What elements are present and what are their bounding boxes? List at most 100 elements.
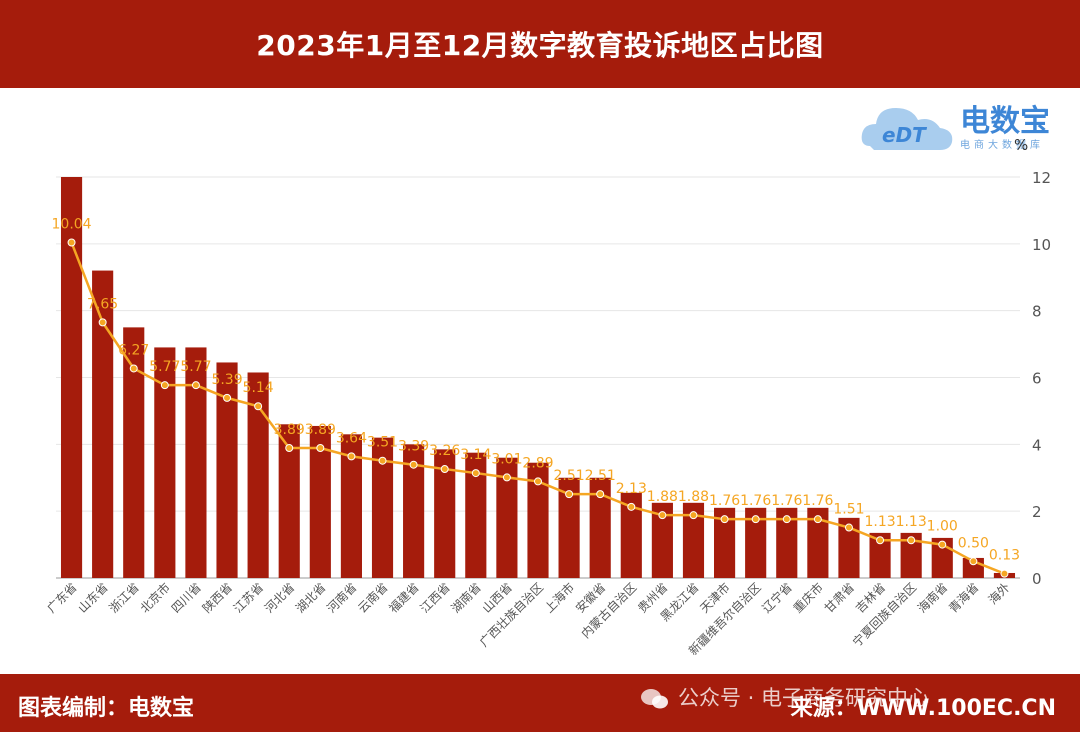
x-tick-label: 福建省 [386,580,422,616]
data-label: 1.76 [709,493,740,509]
x-tick-label: 上海市 [541,580,577,616]
line-point [440,465,449,474]
bar [403,444,425,578]
data-label: 3.51 [367,435,398,451]
data-label: 5.39 [211,372,242,388]
data-label: 3.01 [491,451,522,467]
data-label: 1.76 [771,493,802,509]
watermark: 公众号 · 电子商务研究中心 [640,682,929,712]
line-point [658,511,667,520]
footer-banner: 图表编制：电数宝 公众号 · 电子商务研究中心 来源：WWW.100EC.CN [0,674,1080,732]
data-label: 3.89 [305,422,336,438]
line-point [285,444,294,453]
x-tick-label: 湖北省 [292,580,328,616]
line-point [129,364,138,373]
logo-subtitle: 电商大数据库 [960,140,1044,151]
bar [558,477,580,578]
bar [869,532,891,578]
line-point [67,238,76,247]
line-point [1000,569,1009,578]
bar [682,502,705,578]
bar [807,507,829,578]
logo-icon-text: eDT [882,123,927,147]
x-tick-label: 河北省 [262,580,297,615]
x-tick-label: 云南省 [355,580,391,616]
x-tick-label: 山东省 [75,580,110,615]
line-point [751,515,760,524]
x-tick-label: 河南省 [323,580,359,616]
line-point [223,393,232,402]
line-point [844,523,853,532]
data-label: 3.14 [460,447,491,463]
line-point [938,540,947,549]
x-tick-label: 北京市 [137,580,173,616]
bar [745,507,767,578]
data-label: 5.14 [243,380,274,396]
data-label: 1.13 [864,514,895,530]
line-point [969,557,978,566]
bar [434,449,456,578]
source-label: 来源：WWW.100EC.CN [790,696,1056,721]
bar [309,425,331,578]
data-label: 1.76 [802,493,833,509]
line-point [316,444,325,453]
y-tick-label: 0 [1032,570,1042,588]
bar [123,327,145,578]
line-point [160,381,169,390]
x-tick-label: 陕西省 [199,580,235,616]
line-point [502,473,511,482]
x-tick-label: 湖南省 [448,580,484,616]
brand-logo: eDT 电数宝 电商大数据库 [860,96,1070,156]
wechat-icon [641,689,668,709]
bar [247,372,269,578]
chart-title: 2023年1月至12月数字教育投诉地区占比图 [256,29,824,62]
data-label: 5.77 [149,359,180,375]
bar [838,517,860,578]
bar [465,452,487,578]
bar [496,457,518,578]
bar [60,177,83,578]
y-tick-label: 4 [1032,436,1042,454]
x-tick-label: 四川省 [169,580,204,615]
data-label: 10.04 [52,216,92,232]
y-tick-label: 8 [1032,303,1042,321]
data-label: 1.00 [927,519,958,535]
bar [371,437,394,578]
x-tick-label: 重庆市 [790,580,826,616]
x-tick-label: 海外 [985,580,1013,608]
line-point [782,515,791,524]
cloud-logo-icon: eDT [861,108,953,150]
line-point [534,477,542,486]
title-banner: 2023年1月至12月数字教育投诉地区占比图 [0,0,1080,88]
data-label: 6.27 [118,342,149,358]
data-label: 1.13 [896,514,927,530]
y-tick-label: 10 [1032,236,1051,254]
y-tick-label: 6 [1032,370,1042,388]
line-point [907,536,916,545]
line-point [378,456,387,465]
line-point [596,490,605,499]
line-point [98,318,107,327]
bar [651,502,673,578]
data-label: 1.88 [678,489,709,505]
bar [216,362,238,578]
line-point [689,511,698,520]
data-label: 1.76 [740,493,771,509]
bar [340,434,362,578]
line-point [254,402,263,411]
bar [527,462,549,578]
bar [714,507,736,578]
bar [92,270,114,578]
y-unit-label: % [1014,136,1028,154]
data-label: 3.39 [398,439,429,455]
x-tick-label: 甘肃省 [822,580,857,615]
data-label: 0.50 [958,535,989,551]
bar [776,507,798,578]
chart-credit: 图表编制：电数宝 [18,696,195,721]
data-label: 3.89 [274,422,305,438]
x-tick-label: 青海省 [945,580,981,616]
data-label: 2.89 [522,455,553,471]
data-label: 2.13 [616,481,647,497]
x-tick-label: 江苏省 [231,580,266,615]
